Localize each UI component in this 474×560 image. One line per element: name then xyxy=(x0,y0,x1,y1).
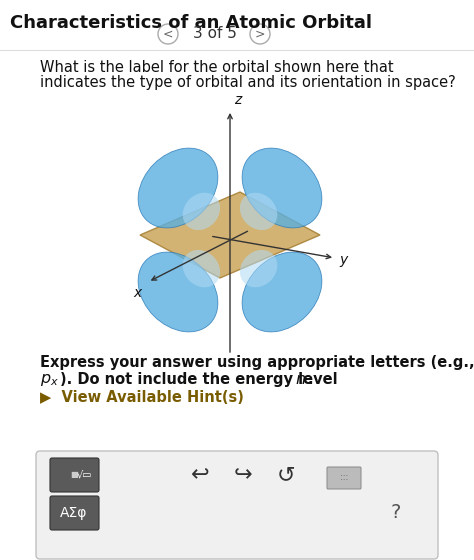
Ellipse shape xyxy=(240,250,277,287)
Text: :::: ::: xyxy=(340,474,348,483)
Text: <: < xyxy=(163,27,173,40)
Text: z: z xyxy=(234,93,241,107)
Text: ▶  View Available Hint(s): ▶ View Available Hint(s) xyxy=(40,390,244,405)
Text: indicates the type of orbital and its orientation in space?: indicates the type of orbital and its or… xyxy=(40,75,456,90)
Text: ΑΣφ: ΑΣφ xyxy=(60,506,88,520)
Text: ↩: ↩ xyxy=(191,465,210,485)
Ellipse shape xyxy=(242,252,322,332)
Ellipse shape xyxy=(138,252,218,332)
Text: $p_x$: $p_x$ xyxy=(40,372,59,388)
Ellipse shape xyxy=(242,148,322,228)
Text: 3 of 5: 3 of 5 xyxy=(193,26,237,41)
Ellipse shape xyxy=(182,250,220,287)
FancyBboxPatch shape xyxy=(36,451,438,559)
Ellipse shape xyxy=(240,193,277,230)
Text: ?: ? xyxy=(391,503,401,522)
Text: ↺: ↺ xyxy=(277,465,295,485)
Polygon shape xyxy=(140,192,320,278)
Text: ■: ■ xyxy=(70,470,78,479)
Text: $n$: $n$ xyxy=(295,372,306,387)
FancyBboxPatch shape xyxy=(50,458,99,492)
Text: Characteristics of an Atomic Orbital: Characteristics of an Atomic Orbital xyxy=(10,14,372,32)
Ellipse shape xyxy=(182,193,220,230)
Text: √▭: √▭ xyxy=(76,470,92,480)
Text: .: . xyxy=(308,372,314,387)
Text: What is the label for the orbital shown here that: What is the label for the orbital shown … xyxy=(40,60,393,75)
Ellipse shape xyxy=(138,148,218,228)
Text: ). Do not include the energy level: ). Do not include the energy level xyxy=(60,372,343,387)
Text: Express your answer using appropriate letters (e.g.,: Express your answer using appropriate le… xyxy=(40,355,474,370)
Text: >: > xyxy=(255,27,265,40)
Text: ↪: ↪ xyxy=(234,465,252,485)
FancyBboxPatch shape xyxy=(50,496,99,530)
Text: y: y xyxy=(339,253,347,267)
FancyBboxPatch shape xyxy=(327,467,361,489)
Text: x: x xyxy=(134,286,142,300)
